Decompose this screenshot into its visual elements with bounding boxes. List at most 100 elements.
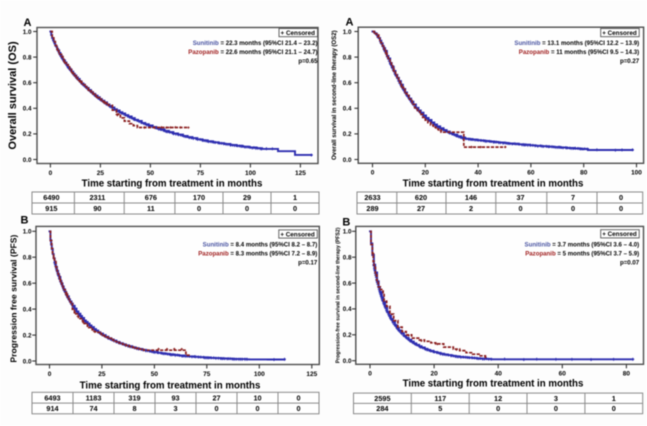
svg-text:0.2: 0.2	[343, 131, 352, 138]
svg-text:1: 1	[612, 394, 616, 403]
svg-text:100: 100	[254, 371, 265, 378]
svg-text:6493: 6493	[44, 393, 60, 402]
svg-text:80: 80	[580, 170, 588, 177]
svg-text:0: 0	[245, 204, 249, 213]
svg-text:0.2: 0.2	[23, 332, 32, 339]
svg-text:0: 0	[293, 204, 297, 213]
svg-text:20: 20	[430, 371, 438, 378]
svg-text:0.6: 0.6	[23, 281, 32, 288]
svg-text:0.0: 0.0	[23, 358, 32, 365]
svg-text:0.4: 0.4	[343, 306, 352, 313]
svg-text:11: 11	[147, 204, 155, 213]
svg-text:0.8: 0.8	[343, 54, 352, 61]
svg-text:0: 0	[214, 404, 218, 413]
svg-text:29: 29	[243, 193, 251, 202]
svg-text:74: 74	[89, 404, 98, 413]
svg-text:25: 25	[97, 170, 105, 177]
svg-text:0: 0	[371, 170, 375, 177]
svg-text:6490: 6490	[43, 193, 59, 202]
svg-text:0.4: 0.4	[23, 306, 32, 313]
svg-text:2311: 2311	[89, 193, 105, 202]
svg-text:1.0: 1.0	[343, 229, 352, 236]
svg-text:5: 5	[438, 404, 442, 413]
svg-text:0.0: 0.0	[343, 157, 352, 164]
svg-text:+ Censored: + Censored	[281, 30, 316, 37]
svg-text:p=0.17: p=0.17	[298, 260, 318, 267]
svg-text:676: 676	[145, 193, 157, 202]
svg-text:1.0: 1.0	[23, 229, 32, 236]
svg-text:Sunitinib = 8.4 months (95%CI: Sunitinib = 8.4 months (95%CI 8.2 – 8.7)	[203, 242, 318, 249]
svg-text:Pazopanib = 8.3 months (95%CI: Pazopanib = 8.3 months (95%CI 7.2 – 8.9)	[198, 251, 317, 258]
svg-text:0: 0	[48, 371, 52, 378]
svg-text:90: 90	[93, 204, 101, 213]
svg-text:Sunitinib = 13.1 months (95%CI: Sunitinib = 13.1 months (95%CI 12.2 – 13…	[514, 40, 639, 47]
svg-text:0: 0	[571, 204, 575, 213]
svg-text:284: 284	[376, 404, 389, 413]
svg-text:Time starting from treatment i: Time starting from treatment in months	[403, 379, 584, 390]
svg-text:914: 914	[46, 404, 59, 413]
svg-text:75: 75	[203, 371, 211, 378]
svg-text:B: B	[21, 215, 29, 227]
svg-text:p=0.07: p=0.07	[620, 259, 640, 266]
svg-text:Overall survival in second-lin: Overall survival in second-line therapy …	[331, 30, 338, 160]
svg-text:Pazopanib = 22.6 months (95%CI: Pazopanib = 22.6 months (95%CI 21.1 – 24…	[188, 49, 317, 56]
svg-text:93: 93	[171, 393, 179, 402]
svg-text:2633: 2633	[364, 193, 380, 202]
svg-text:170: 170	[193, 193, 205, 202]
svg-text:0.4: 0.4	[343, 106, 352, 113]
svg-text:100: 100	[631, 170, 642, 177]
svg-text:0.6: 0.6	[23, 80, 32, 87]
svg-text:37: 37	[516, 193, 524, 202]
svg-text:p=0.27: p=0.27	[620, 58, 640, 65]
svg-text:319: 319	[128, 393, 140, 402]
svg-text:0.8: 0.8	[23, 255, 32, 262]
svg-text:125: 125	[295, 170, 306, 177]
svg-text:2: 2	[469, 204, 473, 213]
svg-text:117: 117	[434, 394, 446, 403]
svg-text:Time starting from treatment i: Time starting from treatment in months	[82, 178, 263, 189]
svg-text:Overall survival (OS): Overall survival (OS)	[7, 41, 19, 150]
svg-text:40: 40	[474, 170, 482, 177]
svg-text:20: 20	[422, 170, 430, 177]
svg-text:620: 620	[415, 193, 427, 202]
svg-text:Progression-free survival in s: Progression-free survival in second-line…	[336, 227, 342, 363]
svg-text:125: 125	[306, 371, 317, 378]
svg-text:2595: 2595	[374, 394, 390, 403]
svg-text:1183: 1183	[86, 393, 102, 402]
svg-text:12: 12	[494, 394, 502, 403]
svg-text:0.8: 0.8	[23, 54, 32, 61]
svg-text:1: 1	[293, 193, 297, 202]
svg-text:Sunitinib = 22.3 months (95%CI: Sunitinib = 22.3 months (95%CI 21.4 – 23…	[193, 40, 318, 47]
svg-text:Sunitinib = 3.7 months (95%CI: Sunitinib = 3.7 months (95%CI 3.6 – 4.0)	[525, 241, 640, 248]
svg-text:A: A	[346, 17, 354, 29]
svg-text:0: 0	[619, 204, 623, 213]
svg-text:0.0: 0.0	[23, 157, 32, 164]
svg-text:10: 10	[253, 393, 261, 402]
svg-text:0: 0	[554, 404, 558, 413]
svg-text:0.6: 0.6	[343, 280, 352, 287]
svg-text:0: 0	[296, 404, 300, 413]
svg-text:0: 0	[296, 393, 300, 402]
svg-text:Pazopanib = 11 months (95%CI 9: Pazopanib = 11 months (95%CI 9.5 – 14.3)	[519, 49, 639, 56]
svg-text:+ Censored: + Censored	[602, 30, 637, 37]
svg-text:75: 75	[197, 170, 205, 177]
svg-text:0: 0	[518, 204, 522, 213]
svg-text:80: 80	[623, 371, 631, 378]
svg-text:0: 0	[368, 371, 372, 378]
svg-text:8: 8	[132, 404, 136, 413]
svg-text:7: 7	[571, 193, 575, 202]
svg-text:50: 50	[151, 371, 159, 378]
svg-text:1.0: 1.0	[343, 29, 352, 36]
svg-text:27: 27	[212, 393, 220, 402]
svg-text:B: B	[342, 216, 350, 228]
svg-text:915: 915	[45, 204, 57, 213]
svg-text:Progression free survival (PFS: Progression free survival (PFS)	[9, 234, 19, 362]
svg-text:1.0: 1.0	[23, 29, 32, 36]
svg-text:0: 0	[49, 170, 53, 177]
svg-text:146: 146	[465, 193, 477, 202]
svg-text:0: 0	[619, 193, 623, 202]
svg-text:0: 0	[255, 404, 259, 413]
svg-text:Pazopanib = 5 months (95%CI 3.: Pazopanib = 5 months (95%CI 3.7 – 5.9)	[525, 250, 639, 257]
svg-text:25: 25	[98, 371, 106, 378]
svg-text:0: 0	[197, 204, 201, 213]
